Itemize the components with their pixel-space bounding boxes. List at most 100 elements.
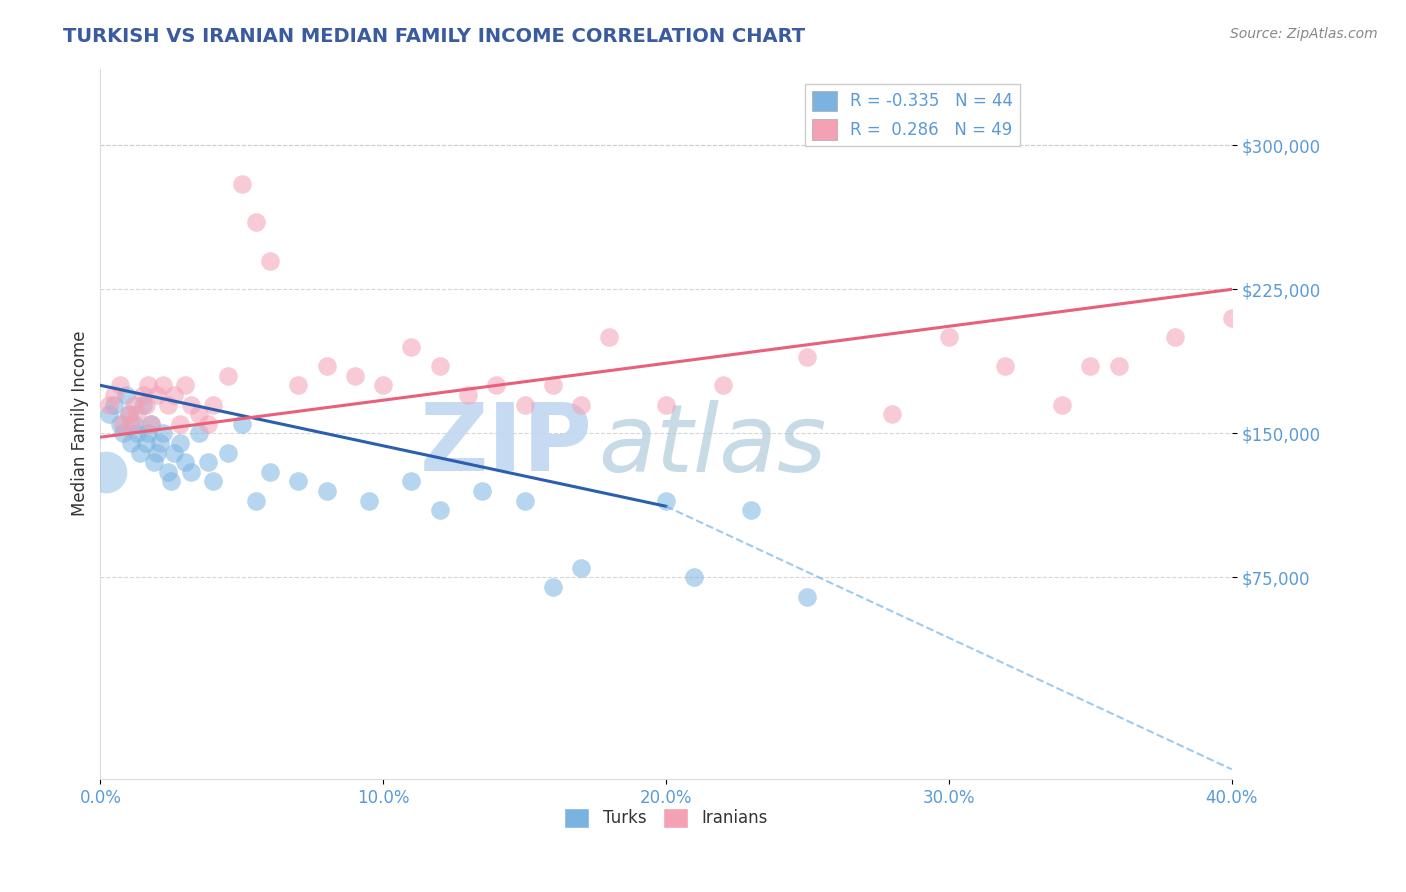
Point [1108, 359, 1130, 373]
Point [141, 417, 163, 431]
Point [121, 417, 143, 431]
Point [485, 378, 508, 392]
Point [149, 436, 172, 450]
Point [127, 426, 149, 441]
Point [429, 503, 451, 517]
Point [315, 359, 337, 373]
Point [938, 330, 960, 344]
Point [108, 417, 131, 431]
Point [315, 483, 337, 498]
Point [117, 407, 139, 421]
Point [457, 388, 479, 402]
Point [169, 417, 191, 431]
Point [513, 397, 536, 411]
Point [180, 465, 202, 479]
Point [245, 493, 267, 508]
Point [541, 378, 564, 392]
Point [127, 407, 149, 421]
Point [259, 465, 281, 479]
Point [655, 397, 678, 411]
Point [197, 417, 219, 431]
Point [108, 378, 131, 392]
Point [541, 580, 564, 594]
Point [97, 397, 120, 411]
Point [163, 445, 186, 459]
Point [569, 560, 592, 574]
Point [1220, 311, 1243, 326]
Point [343, 368, 366, 383]
Point [401, 340, 423, 354]
Text: Source: ZipAtlas.com: Source: ZipAtlas.com [1230, 27, 1378, 41]
Point [138, 426, 160, 441]
Point [132, 388, 155, 402]
Point [711, 378, 734, 392]
Point [152, 426, 174, 441]
Point [163, 388, 186, 402]
Text: ZIP: ZIP [419, 399, 592, 491]
Point [882, 407, 904, 421]
Point [121, 436, 143, 450]
Point [180, 397, 202, 411]
Point [401, 475, 423, 489]
Point [157, 397, 180, 411]
Text: TURKISH VS IRANIAN MEDIAN FAMILY INCOME CORRELATION CHART: TURKISH VS IRANIAN MEDIAN FAMILY INCOME … [63, 27, 806, 45]
Point [111, 426, 134, 441]
Point [152, 378, 174, 392]
Point [174, 455, 197, 469]
Point [124, 397, 146, 411]
Point [287, 475, 309, 489]
Point [135, 436, 157, 450]
Point [129, 445, 152, 459]
Point [94, 465, 117, 479]
Point [169, 436, 191, 450]
Point [429, 359, 451, 373]
Point [598, 330, 620, 344]
Point [569, 397, 592, 411]
Point [683, 570, 706, 584]
Point [141, 417, 163, 431]
Text: atlas: atlas [598, 400, 827, 491]
Point [1050, 397, 1073, 411]
Point [143, 455, 166, 469]
Point [796, 350, 818, 364]
Point [188, 426, 211, 441]
Point [217, 445, 239, 459]
Point [135, 397, 157, 411]
Point [111, 417, 134, 431]
Point [231, 417, 253, 431]
Point [471, 483, 494, 498]
Point [103, 397, 125, 411]
Point [740, 503, 762, 517]
Point [188, 407, 211, 421]
Point [160, 475, 183, 489]
Point [994, 359, 1017, 373]
Point [138, 378, 160, 392]
Point [513, 493, 536, 508]
Point [114, 388, 136, 402]
Point [146, 445, 169, 459]
Point [357, 493, 380, 508]
Legend: Turks, Iranians: Turks, Iranians [558, 801, 775, 835]
Point [97, 407, 120, 421]
Point [202, 397, 225, 411]
Point [796, 590, 818, 604]
Point [231, 177, 253, 191]
Point [197, 455, 219, 469]
Point [287, 378, 309, 392]
Point [373, 378, 395, 392]
Point [132, 397, 155, 411]
Point [157, 465, 180, 479]
Point [245, 215, 267, 229]
Point [655, 493, 678, 508]
Point [202, 475, 225, 489]
Point [259, 253, 281, 268]
Point [124, 417, 146, 431]
Point [174, 378, 197, 392]
Point [1164, 330, 1187, 344]
Y-axis label: Median Family Income: Median Family Income [72, 331, 89, 516]
Point [217, 368, 239, 383]
Point [146, 388, 169, 402]
Point [103, 388, 125, 402]
Point [1078, 359, 1101, 373]
Point [117, 407, 139, 421]
